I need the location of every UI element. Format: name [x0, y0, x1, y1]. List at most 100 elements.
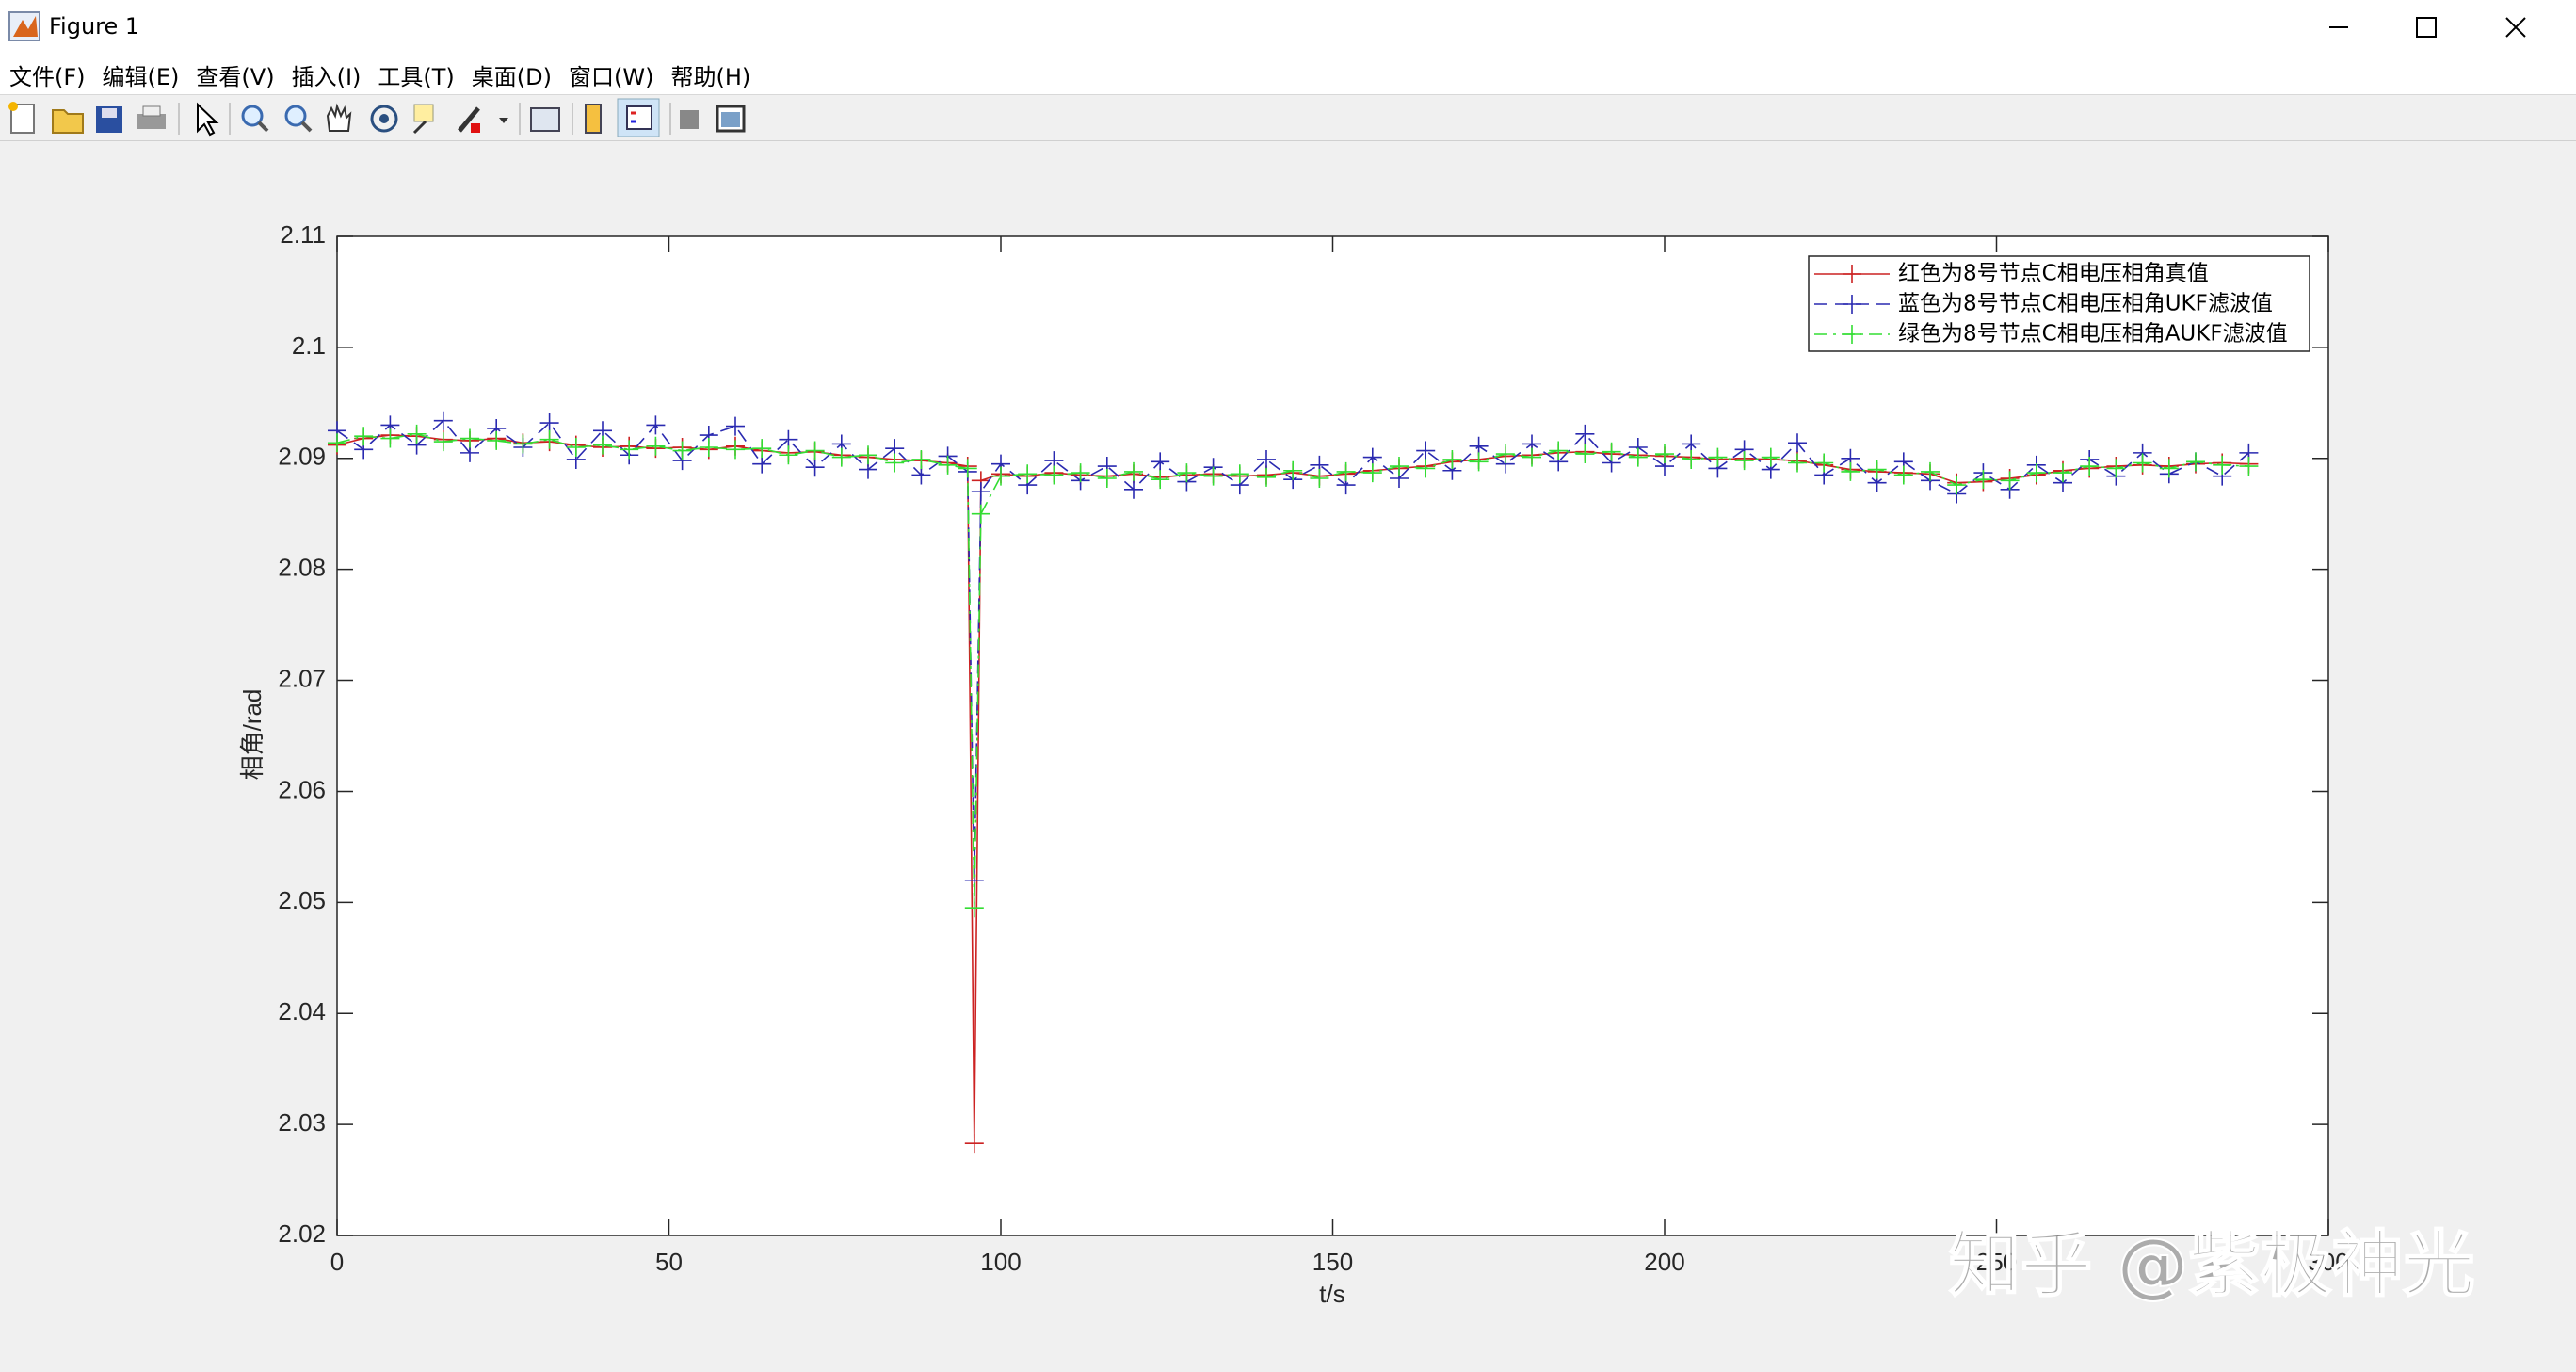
marker: [991, 466, 1010, 486]
marker: [1044, 465, 1064, 485]
menu-item[interactable]: 窗口(W): [569, 63, 654, 90]
marker: [1257, 449, 1276, 469]
legend-label: 红色为8号节点C相电压相角真值: [1898, 262, 2209, 286]
menu-item[interactable]: 帮助(H): [670, 63, 751, 90]
colorbar-button[interactable]: [585, 104, 602, 134]
marker: [911, 449, 931, 469]
chart: t/s 相角/rad 2.022.032.042.052.062.072.082…: [238, 220, 2476, 1308]
menu-item[interactable]: 查看(V): [196, 63, 275, 90]
watermark: 知乎 @紫极神光: [1949, 1222, 2474, 1306]
x-tick-label: 200: [1644, 1248, 1684, 1276]
marker: [672, 441, 692, 460]
axes-box: [336, 235, 2329, 1236]
y-tick-label: 2.11: [280, 220, 326, 249]
marker: [460, 428, 479, 448]
marker: [1124, 461, 1143, 481]
marker: [859, 445, 877, 465]
datatip-button[interactable]: [412, 104, 434, 135]
marker: [1575, 424, 1595, 444]
y-tick-label: 2.08: [278, 554, 326, 582]
y-tick-label: 2.05: [278, 886, 326, 914]
close-button[interactable]: [2505, 17, 2526, 38]
marker: [1203, 466, 1223, 486]
y-tick-label: 2.07: [278, 664, 326, 692]
menu-item[interactable]: 编辑(E): [102, 63, 180, 90]
marker: [1018, 464, 1038, 484]
menu-item[interactable]: 工具(T): [378, 63, 455, 90]
rotate-button[interactable]: [370, 105, 398, 133]
marker: [1549, 441, 1569, 460]
marker: [1390, 457, 1409, 476]
marker: [752, 439, 772, 459]
marker: [1708, 447, 1728, 467]
x-tick-label: 150: [1312, 1248, 1353, 1276]
marker: [1469, 452, 1489, 472]
marker: [2133, 453, 2152, 473]
toolbar-icons: [8, 98, 746, 137]
marker: [1788, 433, 1807, 453]
marker: [1257, 467, 1276, 487]
marker: [1336, 461, 1356, 481]
select-button[interactable]: [197, 102, 219, 137]
marker: [1495, 444, 1515, 464]
legend-label: 蓝色为8号节点C相电压相角UKF滤波值: [1898, 292, 2273, 316]
marker: [779, 445, 798, 465]
marker: [380, 428, 400, 448]
link-button[interactable]: [530, 107, 560, 132]
new-button[interactable]: [8, 102, 35, 134]
marker: [2213, 455, 2232, 475]
menu-item[interactable]: 插入(I): [291, 63, 362, 90]
marker: [1151, 452, 1170, 472]
marker: [2080, 457, 2100, 476]
plot-area: 2.02 2.03 2.04 2.05 2.06 2.07 2.08 2.09 2.1 2.11 0…: [278, 220, 2348, 1276]
maximize-button[interactable]: [2416, 17, 2437, 38]
marker: [1442, 449, 1462, 469]
menu-bar: 文件(F) 编辑(E) 查看(V) 插入(I) 工具(T) 桌面(D) 窗口(W…: [0, 55, 2576, 95]
marker: [1602, 442, 1621, 461]
brush-button[interactable]: [458, 106, 508, 133]
marker: [964, 898, 984, 918]
marker: [1151, 470, 1170, 490]
marker: [2239, 457, 2259, 476]
marker: [433, 411, 453, 430]
menu-item[interactable]: 文件(F): [9, 63, 86, 90]
window-controls: [2329, 17, 2526, 38]
legend: 红色为8号节点C相电压相角真值蓝色为8号节点C相电压相角UKF滤波值绿色为8号节…: [1808, 255, 2310, 352]
zoom-in-button[interactable]: [241, 105, 269, 133]
x-tick-label: 0: [330, 1248, 344, 1276]
y-tick-label: 2.02: [278, 1219, 326, 1248]
marker: [1814, 453, 1834, 473]
marker: [1734, 451, 1754, 471]
print-button[interactable]: [137, 105, 166, 129]
marker: [1682, 449, 1701, 469]
marker: [513, 434, 533, 454]
marker: [1921, 461, 1940, 481]
marker: [1628, 447, 1648, 467]
marker: [593, 435, 612, 455]
marker: [885, 453, 905, 473]
marker: [1416, 459, 1436, 478]
legend-button[interactable]: [617, 98, 660, 137]
marker: [539, 429, 559, 449]
marker: [1124, 479, 1143, 499]
zoom-out-button[interactable]: [284, 105, 313, 133]
marker: [726, 440, 745, 460]
save-button[interactable]: [96, 106, 122, 133]
menu-item[interactable]: 桌面(D): [471, 63, 552, 90]
marker: [2053, 463, 2072, 483]
marker: [1973, 470, 1993, 490]
y-tick-label: 2.1: [292, 331, 326, 360]
y-tick-label: 2.04: [278, 997, 326, 1025]
open-button[interactable]: [52, 109, 84, 134]
hide-tools-button[interactable]: [680, 110, 699, 129]
pan-button[interactable]: [326, 103, 352, 132]
y-axis-label: 相角/rad: [238, 689, 266, 781]
marker: [971, 482, 990, 502]
dock-button[interactable]: [716, 105, 746, 133]
marker: [726, 416, 745, 436]
marker: [566, 437, 586, 457]
marker: [805, 458, 825, 477]
marker: [1362, 463, 1382, 483]
marker: [938, 455, 958, 475]
